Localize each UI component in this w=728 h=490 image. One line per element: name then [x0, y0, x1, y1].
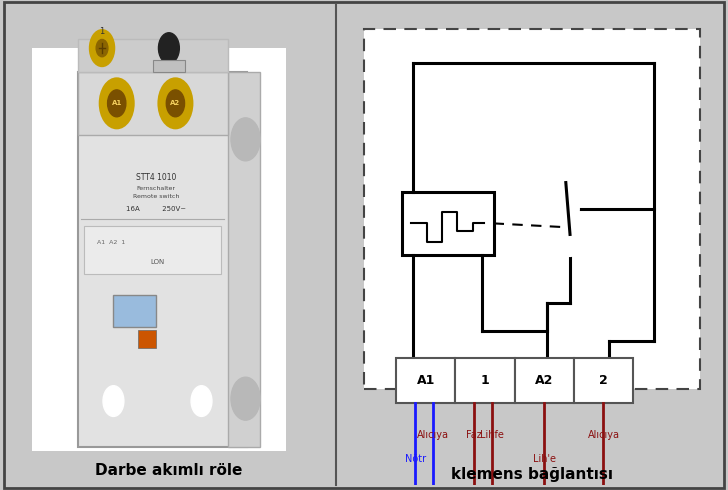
Circle shape	[561, 234, 579, 256]
Text: STT4 1010: STT4 1010	[135, 173, 176, 182]
Text: Fernschalter: Fernschalter	[136, 186, 175, 191]
Bar	[153, 60, 185, 72]
Text: Remote switch: Remote switch	[132, 195, 179, 199]
Text: A1  A2  1: A1 A2 1	[97, 240, 125, 245]
Circle shape	[561, 198, 579, 220]
Circle shape	[90, 30, 114, 66]
Bar	[402, 192, 494, 255]
Bar	[228, 72, 260, 447]
Bar	[84, 226, 221, 274]
Text: 1: 1	[480, 374, 489, 387]
Bar	[78, 72, 248, 447]
Circle shape	[231, 118, 260, 161]
Bar	[78, 72, 228, 135]
Text: 2: 2	[599, 374, 608, 387]
Text: 16A          250V~: 16A 250V~	[126, 206, 186, 212]
Bar	[78, 39, 228, 72]
Bar	[396, 358, 456, 403]
Text: LON: LON	[151, 259, 165, 265]
Bar	[32, 48, 286, 451]
Text: Darbe akımlı röle: Darbe akımlı röle	[95, 463, 242, 478]
Circle shape	[103, 386, 124, 416]
Bar	[574, 358, 633, 403]
Text: A2: A2	[170, 100, 181, 106]
Text: A2: A2	[535, 374, 553, 387]
Text: Nötr: Nötr	[405, 454, 426, 464]
Circle shape	[231, 377, 260, 420]
Text: A1: A1	[416, 374, 435, 387]
Text: A1: A1	[111, 100, 122, 106]
Text: Alıcıya: Alıcıya	[417, 430, 449, 440]
Text: klemens bağlantısı: klemens bağlantısı	[451, 467, 613, 482]
Text: Lih'e: Lih'e	[533, 454, 555, 464]
Circle shape	[100, 78, 134, 128]
Text: Faz: Faz	[467, 430, 482, 440]
Circle shape	[191, 386, 212, 416]
Circle shape	[108, 90, 126, 117]
Bar	[456, 358, 515, 403]
Bar	[364, 29, 700, 389]
Bar	[515, 358, 574, 403]
Circle shape	[159, 33, 179, 64]
Circle shape	[166, 90, 185, 117]
Circle shape	[159, 78, 192, 128]
Bar	[138, 330, 156, 348]
Text: Alıcıya: Alıcıya	[587, 430, 620, 440]
Circle shape	[96, 40, 108, 57]
Text: 1: 1	[100, 27, 105, 36]
Text: Lihfe: Lihfe	[480, 430, 504, 440]
Bar	[114, 295, 156, 327]
